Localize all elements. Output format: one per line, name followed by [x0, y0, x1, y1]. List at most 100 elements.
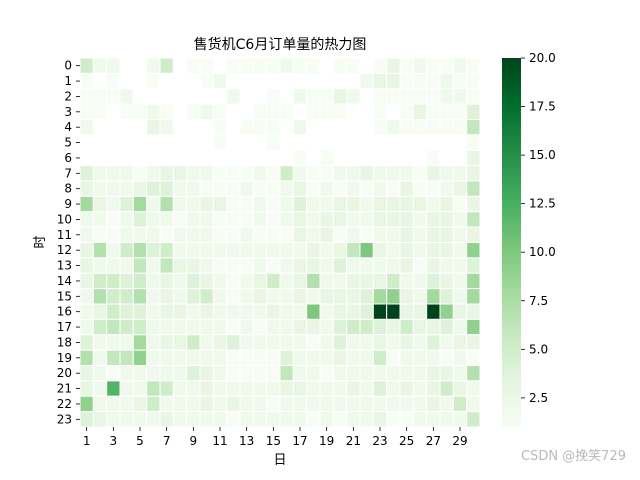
- heatmap-cell: [426, 165, 441, 182]
- heatmap-cell: [186, 318, 201, 336]
- heatmap-cell: [412, 380, 428, 397]
- heatmap-cell: [106, 88, 121, 105]
- colorbar-tick-label: 7.5: [529, 294, 548, 308]
- heatmap-cell: [212, 257, 228, 274]
- heatmap-cell: [412, 365, 428, 382]
- heatmap-cell: [306, 149, 321, 167]
- heatmap-cell: [186, 288, 201, 305]
- heatmap-cell: [279, 380, 294, 397]
- heatmap-cell: [412, 180, 428, 197]
- heatmap-cell: [332, 180, 348, 197]
- heatmap-cell: [399, 349, 414, 366]
- heatmap-cell: [306, 365, 321, 382]
- heatmap-cell: [132, 411, 148, 428]
- heatmap-cell: [199, 134, 214, 151]
- heatmap-cell: [106, 119, 121, 136]
- x-tick-label: 29: [452, 434, 467, 448]
- heatmap-cell: [79, 334, 94, 351]
- heatmap-cell: [92, 195, 108, 213]
- heatmap-cell: [426, 119, 441, 136]
- heatmap-cell: [466, 226, 481, 243]
- heatmap-cell: [399, 134, 414, 151]
- heatmap-cell: [199, 119, 214, 136]
- heatmap-cell: [319, 119, 334, 136]
- heatmap-cell: [359, 318, 374, 336]
- heatmap-cell: [106, 349, 121, 366]
- heatmap-cell: [399, 303, 414, 320]
- heatmap-cell: [466, 288, 481, 305]
- heatmap-cell: [239, 195, 254, 213]
- heatmap-cell: [319, 380, 334, 397]
- heatmap-cell: [386, 334, 401, 351]
- heatmap-cell: [212, 165, 228, 182]
- heatmap-cell: [92, 72, 108, 90]
- heatmap-cell: [159, 165, 174, 182]
- y-tick-label: 5: [64, 136, 72, 150]
- heatmap-cell: [212, 195, 228, 213]
- heatmap-cell: [106, 411, 121, 428]
- heatmap-cell: [146, 303, 161, 320]
- heatmap-cell: [466, 165, 481, 182]
- heatmap-cell: [159, 119, 174, 136]
- heatmap-cell: [372, 380, 388, 397]
- heatmap-cell: [466, 195, 481, 213]
- heatmap-cell: [359, 380, 374, 397]
- heatmap-cell: [426, 149, 441, 167]
- heatmap-cell: [279, 211, 294, 228]
- heatmap-cell: [359, 257, 374, 274]
- heatmap-cell: [452, 380, 468, 397]
- heatmap-cell: [452, 195, 468, 213]
- y-tick-label: 17: [57, 320, 72, 334]
- heatmap-cell: [279, 318, 294, 336]
- heatmap-cell: [239, 380, 254, 397]
- heatmap-cell: [306, 411, 321, 428]
- heatmap-cell: [159, 211, 174, 228]
- heatmap-cell: [119, 349, 134, 366]
- heatmap-cell: [239, 411, 254, 428]
- heatmap-cell: [252, 180, 268, 197]
- heatmap-cell: [359, 72, 374, 90]
- heatmap-cell: [199, 395, 214, 413]
- heatmap-cell: [346, 411, 361, 428]
- heatmap-cell: [119, 119, 134, 136]
- y-tick-label: 6: [64, 151, 72, 165]
- heatmap-cell: [92, 211, 108, 228]
- y-tick-label: 20: [57, 366, 72, 380]
- heatmap-cell: [79, 395, 94, 413]
- heatmap-cell: [292, 272, 308, 290]
- x-tick-label: 19: [319, 434, 334, 448]
- heatmap-cell: [412, 349, 428, 366]
- x-tick-label: 1: [83, 434, 91, 448]
- heatmap-cell: [452, 57, 468, 74]
- heatmap-cell: [226, 57, 241, 74]
- heatmap-cell: [346, 272, 361, 290]
- heatmap-cell: [412, 57, 428, 74]
- heatmap-cell: [186, 334, 201, 351]
- heatmap-cell: [252, 57, 268, 74]
- heatmap-cell: [186, 134, 201, 151]
- heatmap-cell: [319, 365, 334, 382]
- heatmap-cell: [252, 365, 268, 382]
- heatmap-cell: [79, 119, 94, 136]
- heatmap-cell: [452, 288, 468, 305]
- heatmap-cell: [439, 334, 454, 351]
- heatmap-cell: [399, 103, 414, 120]
- y-tick-label: 2: [64, 89, 72, 103]
- heatmap-cell: [426, 288, 441, 305]
- colorbar: [502, 58, 521, 427]
- heatmap-cell: [92, 103, 108, 120]
- heatmap-cell: [159, 195, 174, 213]
- heatmap-cell: [292, 226, 308, 243]
- heatmap-cell: [266, 57, 281, 74]
- heatmap-cell: [359, 365, 374, 382]
- heatmap-cell: [106, 180, 121, 197]
- heatmap-cell: [199, 165, 214, 182]
- heatmap-cell: [386, 380, 401, 397]
- heatmap-cell: [332, 226, 348, 243]
- heatmap-cell: [266, 180, 281, 197]
- heatmap-cell: [346, 395, 361, 413]
- heatmap-cell: [212, 303, 228, 320]
- heatmap-cell: [159, 395, 174, 413]
- heatmap-cell: [319, 180, 334, 197]
- heatmap-cell: [386, 180, 401, 197]
